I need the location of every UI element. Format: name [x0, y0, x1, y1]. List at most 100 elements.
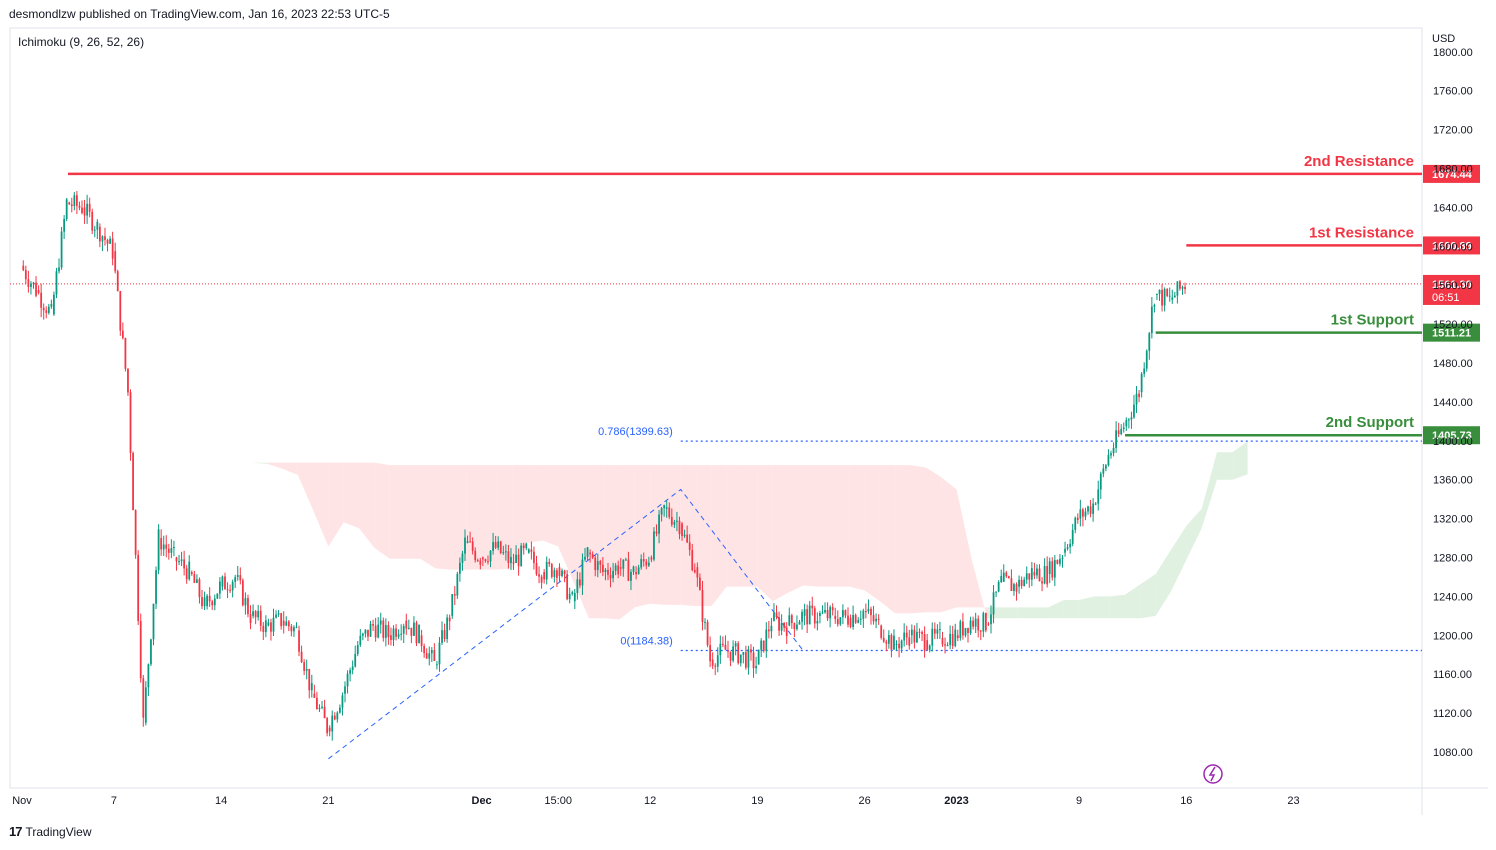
ichimoku-cloud-segment [742, 465, 758, 587]
candle-body [216, 593, 219, 599]
candle-body [244, 598, 247, 606]
candle [270, 618, 272, 641]
candle [165, 535, 168, 558]
ichimoku-cloud [83, 258, 1248, 620]
candle-body [208, 595, 211, 602]
candle-body [298, 630, 300, 652]
ichimoku-cloud-segment [1232, 441, 1248, 480]
candle-body [119, 291, 122, 331]
candle-body [987, 623, 990, 625]
candle-body [979, 630, 982, 632]
candle-body [282, 620, 285, 626]
candle [714, 663, 717, 676]
candle [670, 508, 673, 527]
candle [499, 540, 502, 555]
candle [568, 587, 571, 604]
candle [806, 604, 809, 634]
candle [461, 550, 464, 571]
candle [175, 556, 178, 571]
candle [908, 629, 911, 650]
candle [701, 580, 704, 631]
candle-body [341, 695, 344, 708]
ichimoku-cloud-segment [849, 465, 865, 591]
support-label: 2nd Support [1326, 414, 1414, 431]
candle-body [859, 618, 862, 620]
candle-body [1145, 350, 1148, 369]
candle-body [1133, 404, 1135, 418]
candle [905, 625, 908, 646]
candle [285, 616, 288, 627]
candle-body [824, 610, 826, 613]
candle-body [956, 635, 959, 639]
candle-body [229, 589, 231, 591]
candle [249, 605, 252, 630]
candle-body [476, 560, 479, 562]
resistance-label: 2nd Resistance [1304, 153, 1414, 170]
candle-body [361, 633, 364, 636]
candle [836, 610, 839, 627]
candle [1074, 516, 1077, 534]
candle [497, 536, 500, 551]
price-tick-label: 1320.00 [1433, 514, 1473, 526]
candle-body [1173, 295, 1176, 298]
candle-body [201, 597, 203, 607]
candle [308, 668, 311, 699]
candle [280, 612, 283, 630]
ichimoku-cloud-segment [175, 258, 191, 298]
candle [979, 629, 982, 641]
ichimoku-cloud-segment [1140, 574, 1156, 619]
candle-body [1184, 287, 1186, 290]
candle [354, 645, 357, 668]
candle-body [109, 238, 111, 244]
candle [384, 618, 387, 647]
resistance-price-tag [1423, 236, 1480, 255]
candle [1056, 559, 1059, 565]
candle [244, 592, 247, 615]
candle-body [310, 683, 313, 691]
candle-body [1089, 506, 1092, 514]
candle [967, 627, 969, 643]
candle [224, 572, 226, 590]
candle-body [525, 543, 528, 549]
candle-body [270, 622, 272, 632]
candle-body [47, 306, 50, 313]
candle-body [780, 622, 783, 631]
candle-body [665, 507, 668, 509]
candle-body [995, 591, 997, 593]
candle-body [241, 580, 244, 606]
replay-icon[interactable] [1203, 764, 1223, 784]
candle-body [1115, 430, 1117, 448]
candle-body [696, 567, 699, 578]
candle [614, 562, 617, 576]
candle [121, 322, 124, 340]
support-price-tag [1423, 323, 1480, 342]
candle [109, 236, 111, 244]
ichimoku-cloud-segment [1171, 525, 1187, 592]
ichimoku-cloud-segment [512, 465, 528, 569]
candle [785, 621, 788, 644]
candle-body [706, 621, 709, 646]
candle-body [466, 541, 469, 543]
candle-body [211, 601, 214, 606]
candle-body [709, 645, 712, 662]
candle-body [1020, 579, 1023, 586]
candle-body [931, 628, 934, 646]
candle-body [379, 620, 382, 625]
candle [788, 607, 791, 627]
tradingview-logo[interactable]: 17 TradingView [9, 824, 92, 839]
candle [719, 635, 722, 664]
candle-body [93, 229, 96, 231]
candle-body [704, 621, 706, 623]
candle-body [990, 614, 992, 625]
candle [619, 558, 622, 576]
indicator-legend[interactable]: Ichimoku (9, 26, 52, 26) [18, 35, 145, 49]
candle-body [451, 594, 454, 616]
candle [400, 624, 403, 641]
candle [1087, 505, 1089, 515]
candle-body [1120, 428, 1123, 435]
candle-body [504, 551, 507, 553]
candle [341, 692, 344, 716]
candle [709, 636, 712, 668]
candle-body [668, 507, 671, 517]
